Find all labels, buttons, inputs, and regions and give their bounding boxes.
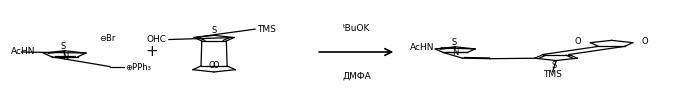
Text: S: S — [552, 61, 557, 70]
Text: ДМФА: ДМФА — [342, 71, 371, 80]
Text: N: N — [452, 48, 458, 57]
Text: TMS: TMS — [257, 25, 276, 34]
Text: ⊕PPh₃: ⊕PPh₃ — [125, 63, 151, 72]
Text: AcHN: AcHN — [10, 48, 35, 56]
Text: AcHN: AcHN — [410, 43, 434, 52]
Text: O: O — [575, 37, 581, 46]
Text: O: O — [642, 37, 648, 46]
Text: S: S — [451, 38, 457, 47]
Text: O: O — [208, 61, 215, 70]
Text: TMS: TMS — [543, 70, 562, 79]
Text: N: N — [62, 53, 68, 62]
Text: +: + — [145, 45, 158, 59]
Text: O: O — [213, 61, 220, 70]
Text: S: S — [60, 42, 66, 51]
Text: S: S — [211, 26, 217, 35]
Text: OHC: OHC — [147, 35, 167, 44]
Text: ᵗBuOK: ᵗBuOK — [343, 24, 370, 33]
Text: ⊖Br: ⊖Br — [99, 34, 116, 43]
